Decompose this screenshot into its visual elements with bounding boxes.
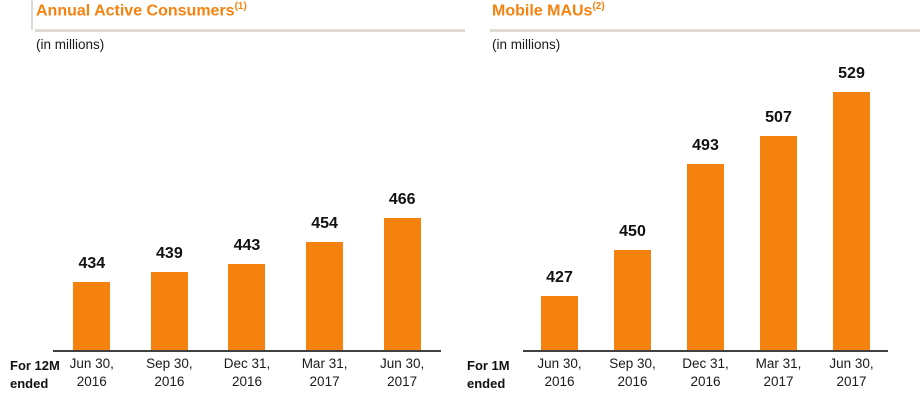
bar (833, 92, 870, 350)
bar-group: 450 (596, 223, 669, 350)
bar-value-label: 439 (156, 245, 183, 262)
period-ended-line: For 12M (10, 358, 60, 373)
x-tick-label: Jun 30, 2016 (523, 355, 596, 391)
x-tick-label-line: 2017 (387, 374, 418, 389)
bar-value-label: 466 (388, 191, 416, 208)
x-tick-label-line: 2017 (763, 374, 794, 389)
bar-plot: 434 439 443 454 466 (53, 90, 441, 352)
x-tick-label-line: Sep 30, (609, 356, 656, 371)
bar-group: 439 (131, 245, 209, 350)
bar-value-label: 529 (838, 65, 865, 82)
bar-plot: 427 450 493 507 529 (523, 60, 888, 352)
x-tick-label-line: Jun 30, (380, 356, 425, 371)
x-tick-label-line: 2016 (690, 374, 721, 389)
x-tick-label-line: 2017 (309, 374, 340, 389)
bar-group: 434 (53, 255, 131, 350)
x-axis-tick-row: Jun 30, 2016 Sep 30, 2016 Dec 31, 2016 Mar 31,… (53, 355, 441, 391)
title-underline (490, 29, 920, 32)
bar-group: 466 (363, 191, 441, 350)
chart-subtitle: (in millions) (36, 37, 105, 52)
bar-value-label: 427 (546, 269, 573, 286)
x-tick-label-line: Mar 31, (301, 356, 348, 371)
bar-value-label: 443 (233, 237, 261, 254)
chart-title: Annual Active Consumers(1) (36, 1, 247, 20)
x-axis-tick-row: Jun 30, 2016 Sep 30, 2016 Dec 31, 2016 Mar 31,… (523, 355, 888, 391)
bar-value-label: 450 (619, 223, 646, 240)
bar (383, 218, 421, 350)
bar (614, 250, 651, 350)
x-tick-label: Mar 31, 2017 (742, 355, 815, 391)
x-tick-label-line: 2016 (617, 374, 648, 389)
bar (73, 282, 111, 350)
x-tick-label-line: Mar 31, (755, 356, 802, 371)
chart-title-text: Annual Active Consumers (36, 2, 235, 20)
bar-value-label: 454 (311, 215, 338, 232)
bar-value-label: 493 (692, 137, 719, 154)
x-tick-label: Dec 31, 2016 (208, 355, 286, 391)
bar-group: 427 (523, 269, 596, 350)
period-ended-label: For 1M ended (467, 357, 510, 393)
x-tick-label: Sep 30, 2016 (596, 355, 669, 391)
bar-group: 507 (742, 109, 815, 350)
bar-value-label: 434 (78, 255, 106, 272)
bar-group: 443 (208, 237, 286, 350)
chart-title-text: Mobile MAUs (492, 2, 593, 20)
bar-group: 493 (669, 137, 742, 350)
bar-group: 529 (815, 65, 888, 350)
bar (541, 296, 578, 350)
chart-title-superscript: (2) (592, 1, 605, 12)
bar (228, 264, 266, 350)
x-tick-label-line: Dec 31, (682, 356, 729, 371)
period-ended-label: For 12M ended (10, 357, 60, 393)
x-tick-label: Sep 30, 2016 (131, 355, 209, 391)
x-tick-label-line: Jun 30, (537, 356, 582, 371)
x-tick-label: Jun 30, 2017 (815, 355, 888, 391)
chart-subtitle: (in millions) (492, 37, 561, 52)
bar-group: 454 (286, 215, 364, 350)
bar (306, 242, 344, 350)
bar (150, 272, 188, 350)
title-underline (35, 29, 465, 32)
x-tick-label-line: 2016 (544, 374, 575, 389)
chart-title-superscript: (1) (234, 1, 247, 12)
x-tick-label: Mar 31, 2017 (286, 355, 364, 391)
x-tick-label-line: Dec 31, (223, 356, 271, 371)
x-tick-label-line: 2016 (231, 374, 262, 389)
x-tick-label-line: 2016 (154, 374, 185, 389)
x-tick-label-line: 2016 (76, 374, 107, 389)
x-tick-label-line: Jun 30, (69, 356, 114, 371)
x-tick-label-line: Sep 30, (146, 356, 193, 371)
x-tick-label: Jun 30, 2016 (53, 355, 131, 391)
bar-value-label: 507 (765, 109, 792, 126)
x-tick-label: Dec 31, 2016 (669, 355, 742, 391)
bar (687, 164, 724, 350)
bar (760, 136, 797, 350)
title-left-rule (31, 0, 33, 30)
x-tick-label: Jun 30, 2017 (363, 355, 441, 391)
x-tick-label-line: Jun 30, (829, 356, 874, 371)
period-ended-line: For 1M (467, 358, 510, 373)
x-tick-label-line: 2017 (836, 374, 867, 389)
period-ended-line: ended (467, 376, 506, 391)
period-ended-line: ended (10, 376, 49, 391)
chart-title: Mobile MAUs(2) (492, 1, 605, 20)
